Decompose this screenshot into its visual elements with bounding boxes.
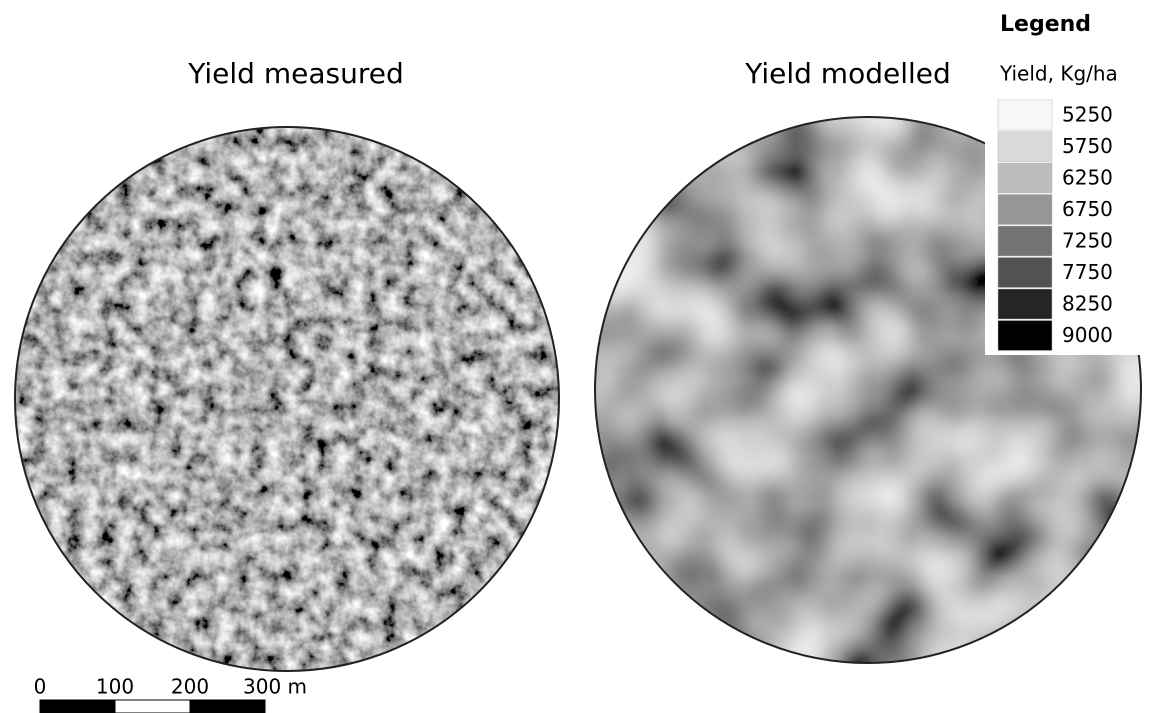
legend-label: 6250: [1062, 166, 1113, 190]
legend-label: 9000: [1062, 323, 1113, 347]
scale-label: 100: [96, 675, 134, 699]
legend-swatch: [998, 132, 1052, 162]
legend-swatch: [998, 258, 1052, 288]
figure: Yield measured Yield modelled Legend Yie…: [0, 0, 1151, 713]
legend-swatch: [998, 289, 1052, 319]
page: {"maps": [{"title": "Yield measured"}, {…: [0, 0, 1151, 713]
legend-label: 7750: [1062, 260, 1113, 284]
raster-measured: [14, 126, 559, 671]
scale-segment: [190, 700, 265, 713]
legend-label: 5750: [1062, 134, 1113, 158]
scale-label: 200: [171, 675, 209, 699]
scale-segment: [115, 700, 190, 713]
legend-title: Legend: [1000, 12, 1091, 37]
scale-bar: 0 100 200 300 m: [34, 675, 307, 713]
scale-segment: [40, 700, 115, 713]
legend-subtitle: Yield, Kg/ha: [999, 62, 1118, 86]
legend-label: 8250: [1062, 292, 1113, 316]
legend-swatch: [998, 321, 1052, 351]
map-title: Yield modelled: [744, 57, 951, 90]
map-title: Yield measured: [187, 57, 403, 90]
scale-label: 300 m: [243, 675, 307, 699]
legend-label: 6750: [1062, 197, 1113, 221]
legend-label: 7250: [1062, 229, 1113, 253]
legend-swatch: [998, 195, 1052, 225]
legend-swatch: [998, 100, 1052, 130]
scale-label: 0: [34, 675, 47, 699]
legend-swatch: [998, 226, 1052, 256]
legend-label: 5250: [1062, 103, 1113, 127]
legend-swatch: [998, 163, 1052, 193]
